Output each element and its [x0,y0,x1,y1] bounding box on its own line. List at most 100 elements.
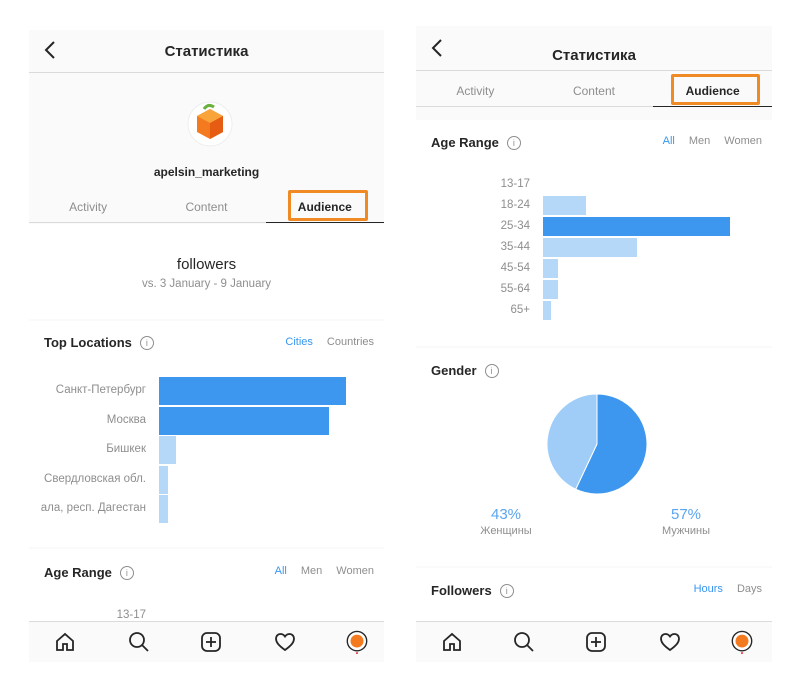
age-label: 18-24 [500,198,530,211]
filter-countries[interactable]: Countries [326,336,374,348]
tab-bar: Activity Content Audience [416,74,772,107]
followers-title: Followers [431,583,492,598]
gender-pie-chart [546,393,648,495]
bottom-nav [416,621,772,662]
info-icon[interactable]: i [499,584,514,598]
gender-title: Gender [431,363,477,378]
info-icon[interactable]: i [484,364,499,378]
filter-women[interactable]: Women [336,565,374,577]
heart-icon[interactable] [658,630,682,654]
page-title: Статистика [552,47,636,64]
section-title: Followers i [431,583,514,598]
heart-icon[interactable] [273,630,297,654]
highlight-box [671,74,760,105]
filter-men[interactable]: Men [688,135,711,147]
search-icon[interactable] [512,630,536,654]
tab-audience-label: Audience [685,84,740,98]
bottom-nav [29,621,384,662]
followers-comparison: vs. 3 January - 9 January [141,278,272,290]
right-screen: Статистика Activity Content Audience Age… [416,26,772,662]
location-label: Бишкек [106,443,146,455]
age-label: 25-34 [500,219,530,232]
age-label: 45-54 [500,261,530,274]
info-icon[interactable]: i [139,336,154,350]
page-title: Статистика [164,43,249,60]
filter-men[interactable]: Men [300,565,323,577]
age-range-title: Age Range [431,135,499,150]
filter-all[interactable]: All [662,135,675,147]
age-bar [543,196,586,215]
header: Статистика [416,30,772,71]
tab-underline [265,222,384,223]
location-bar [159,377,346,405]
tab-audience[interactable]: Audience [266,190,384,222]
age-bar [543,280,558,299]
age-range-section: Age Range i All Men Women 13-17 18-24 25-34 35… [416,120,772,346]
back-arrow-icon[interactable] [428,36,448,60]
top-locations-title: Top Locations [44,335,132,350]
info-icon[interactable]: i [119,566,134,580]
location-bar [159,495,169,523]
top-locations-section: Top Locations i Cities Countries Санкт-Пет… [29,321,384,547]
filter-cities[interactable]: Cities [285,336,313,348]
add-icon[interactable] [199,630,223,654]
location-bar [159,465,169,494]
section-title: Age Range i [431,135,521,150]
age-filters: All Men Women [649,135,762,147]
highlight-box [287,190,368,221]
age-label: 65+ [510,303,530,316]
age-filters: All Men Women [261,565,374,577]
age-label: 13-17 [500,177,530,190]
age-range-section: Age Range i All Men Women 13-17 [29,549,384,629]
left-screen: Статистика apelsin_marketing Activity Co… [29,30,384,662]
filter-days[interactable]: Days [736,583,762,595]
home-icon[interactable] [440,630,464,654]
location-label: ала, респ. Дагестан [40,502,146,514]
age-label: 35-44 [500,240,530,253]
section-title: Gender i [431,363,499,378]
location-label: Санкт-Петербург [55,384,146,396]
tab-underline [653,106,772,107]
back-arrow-icon[interactable] [41,38,61,62]
age-range-title: Age Range [44,565,112,580]
location-bar [159,436,176,464]
age-bar [543,217,730,236]
profile-icon[interactable] [730,630,754,654]
location-filters: Cities Countries [271,336,374,348]
female-percent: 43% [490,506,522,523]
profile-section: apelsin_marketing [29,73,384,223]
filter-hours[interactable]: Hours [693,583,723,595]
followers-section: Followers i Hours Days [416,568,772,628]
location-label: Свердловская обл. [44,472,146,485]
pie-slice-male [575,393,648,495]
male-label: Мужчины [661,525,710,537]
profile-icon[interactable] [345,630,369,654]
tab-audience[interactable]: Audience [653,74,772,106]
pie-slice-female [546,393,598,490]
tab-activity[interactable]: Activity [456,84,495,98]
username: apelsin_marketing [153,165,260,179]
tab-content[interactable]: Content [185,200,228,214]
filter-women[interactable]: Women [724,135,762,147]
info-icon[interactable]: i [506,136,521,150]
age-bar [543,301,551,320]
add-icon[interactable] [584,630,608,654]
section-title: Age Range i [44,565,134,580]
gender-section: Gender i 43% Женщины 57% Мужчины [416,348,772,566]
age-label: 55-64 [500,282,530,295]
tab-audience-label: Audience [297,200,352,214]
tab-activity[interactable]: Activity [69,200,108,214]
orange-avatar-icon[interactable] [187,101,233,147]
age-bar [543,238,637,257]
search-icon[interactable] [127,630,151,654]
home-icon[interactable] [53,630,77,654]
section-title: Top Locations i [44,335,154,350]
header: Статистика [29,30,384,73]
age-label: 13-17 [116,609,146,621]
female-label: Женщины [480,525,532,537]
tab-bar: Activity Content Audience [29,190,384,223]
male-percent: 57% [670,506,702,523]
location-label: Москва [106,413,146,426]
tab-content[interactable]: Content [572,84,615,98]
filter-all[interactable]: All [274,565,287,577]
